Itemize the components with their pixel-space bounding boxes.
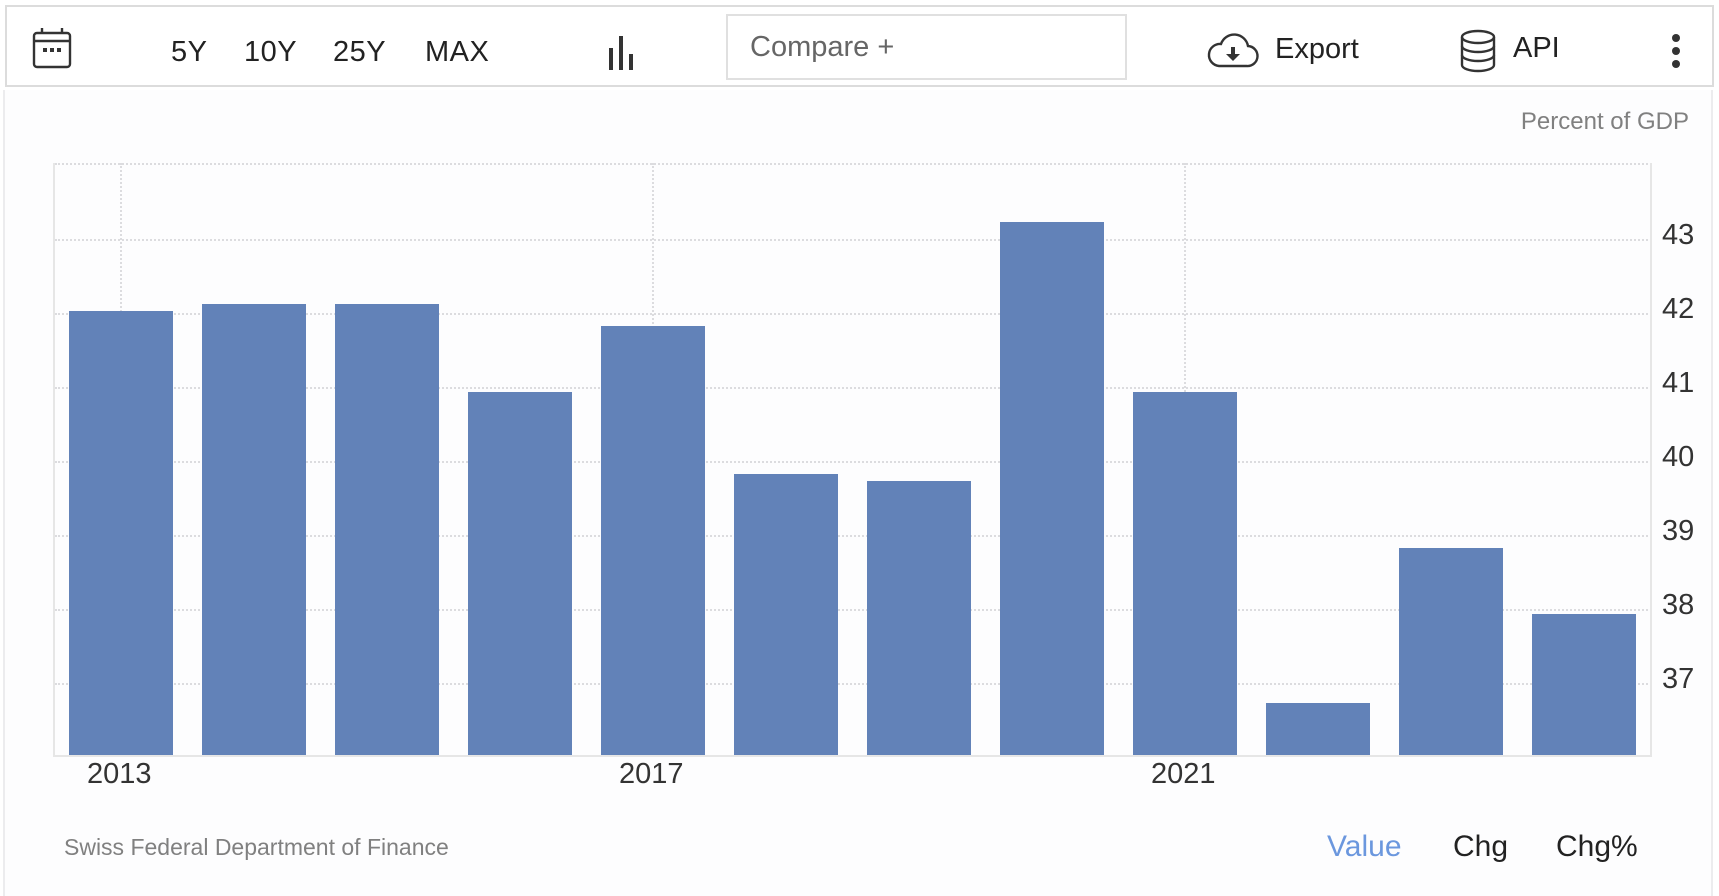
bar-2015[interactable] (335, 303, 439, 755)
y-tick-40: 40 (1662, 441, 1695, 473)
bar-2020[interactable] (1000, 222, 1104, 755)
gridline-42 (55, 313, 1652, 315)
vertical-ellipsis-icon[interactable] (1669, 33, 1683, 69)
compare-input[interactable] (728, 16, 1125, 78)
y-tick-43: 43 (1662, 219, 1695, 251)
export-button[interactable]: Export (1275, 33, 1359, 65)
bar-2023[interactable] (1399, 547, 1503, 755)
mode-chg-button[interactable]: Chg (1453, 830, 1509, 863)
y-tick-42: 42 (1662, 293, 1695, 325)
y-tick-38: 38 (1662, 589, 1695, 621)
y-axis-line (1650, 163, 1652, 757)
y-tick-37: 37 (1662, 663, 1695, 695)
y-tick-39: 39 (1662, 515, 1695, 547)
bar-2013[interactable] (69, 311, 173, 755)
api-button[interactable]: API (1513, 32, 1560, 64)
x-tick-2013: 2013 (87, 758, 152, 790)
bar-2021[interactable] (1133, 392, 1237, 755)
x-tick-2021: 2021 (1151, 758, 1216, 790)
calendar-icon[interactable] (32, 27, 72, 69)
gridline-38 (55, 609, 1652, 611)
cloud-download-icon[interactable] (1207, 33, 1259, 69)
bar-2019[interactable] (867, 481, 971, 755)
range-25y-button[interactable]: 25Y (333, 36, 387, 68)
mode-value-button[interactable]: Value (1327, 830, 1402, 863)
compare-box (726, 14, 1127, 80)
source-label: Swiss Federal Department of Finance (64, 834, 449, 860)
range-5y-button[interactable]: 5Y (171, 36, 208, 68)
range-10y-button[interactable]: 10Y (244, 36, 298, 68)
gridline-41 (55, 387, 1652, 389)
x-tick-2017: 2017 (619, 758, 684, 790)
database-icon[interactable] (1459, 29, 1497, 73)
range-max-button[interactable]: MAX (425, 36, 490, 68)
gridline-37 (55, 683, 1652, 685)
bar-2024[interactable] (1532, 614, 1636, 755)
bar-2018[interactable] (734, 473, 838, 755)
mode-chg-pct-button[interactable]: Chg% (1556, 830, 1638, 863)
bar-2016[interactable] (468, 392, 572, 755)
gridline-39 (55, 535, 1652, 537)
gridline-44 (55, 163, 1652, 165)
unit-label: Percent of GDP (1520, 108, 1689, 135)
bar-2017[interactable] (601, 325, 705, 755)
gridline-40 (55, 461, 1652, 463)
bar-2022[interactable] (1266, 703, 1370, 755)
bar-2014[interactable] (202, 303, 306, 755)
chart-toolbar: 5Y 10Y 25Y MAX Export API (5, 5, 1714, 87)
gridline-43 (55, 239, 1652, 241)
plot-area (53, 163, 1652, 757)
bar-chart-icon[interactable] (607, 34, 637, 70)
y-tick-41: 41 (1662, 367, 1695, 399)
